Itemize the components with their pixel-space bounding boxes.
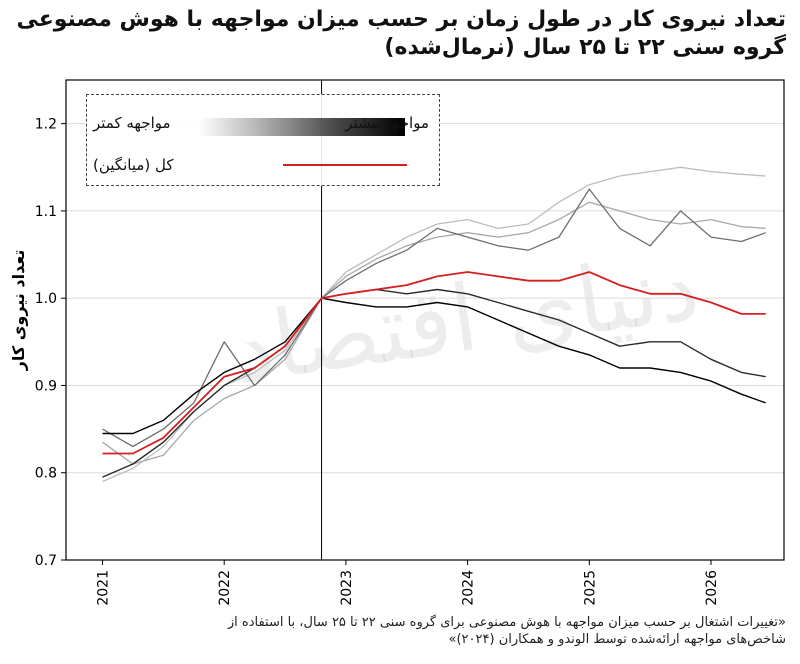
x-tick-label-1: 2022 <box>217 570 233 606</box>
legend-average: کل (میانگین) <box>87 153 439 177</box>
legend-label-average: کل (میانگین) <box>93 156 174 174</box>
series-line-4 <box>102 297 766 435</box>
y-tick-label-5: 1.2 <box>35 117 57 133</box>
x-tick-label-0: 2021 <box>96 570 112 606</box>
x-tick-label-5: 2026 <box>704 570 720 606</box>
legend-gradient-swatch <box>199 118 405 136</box>
chart-legend: مواجهه کمتر مواجهه بیشتر کل (میانگین) <box>86 94 440 186</box>
y-tick-label-1: 0.8 <box>35 466 57 482</box>
y-tick-label-4: 1.1 <box>35 204 57 220</box>
watermark: دنیای اقتصاد <box>226 233 706 404</box>
x-tick-label-2: 2023 <box>339 570 355 606</box>
chart-title-line-1: تعداد نیروی کار در طول زمان بر حسب میزان… <box>16 7 786 32</box>
y-tick-label-0: 0.7 <box>35 553 57 569</box>
legend-exposure-gradient: مواجهه کمتر مواجهه بیشتر <box>87 111 439 136</box>
series-line-2 <box>102 188 766 448</box>
source-note-line-1: «تغییرات اشتغال بر حسب میزان مواجهه با ه… <box>227 615 786 630</box>
source-note-line-2: شاخص‌های مواجهه ارائه‌شده توسط الوندو و … <box>448 632 786 647</box>
y-axis-label: تعداد نیروی کار <box>9 250 28 372</box>
y-tick-label-2: 0.9 <box>35 378 57 394</box>
legend-label-more-exposure: مواجهه بیشتر <box>345 114 429 132</box>
series-line-1 <box>102 201 766 465</box>
x-tick-label-3: 2024 <box>461 570 477 606</box>
legend-red-swatch <box>283 164 407 166</box>
chart-title-line-2: گروه سنی ۲۲ تا ۲۵ سال (نرمال‌شده) <box>384 35 786 60</box>
y-tick-label-3: 1.0 <box>35 291 57 307</box>
source-note: «تغییرات اشتغال بر حسب میزان مواجهه با ه… <box>6 614 786 648</box>
series-line-3 <box>102 288 766 478</box>
x-tick-label-4: 2025 <box>582 570 598 606</box>
series-line-5 <box>102 271 766 455</box>
legend-label-less-exposure: مواجهه کمتر <box>93 114 171 132</box>
plot-frame <box>65 79 785 561</box>
chart-title: تعداد نیروی کار در طول زمان بر حسب میزان… <box>10 6 786 62</box>
